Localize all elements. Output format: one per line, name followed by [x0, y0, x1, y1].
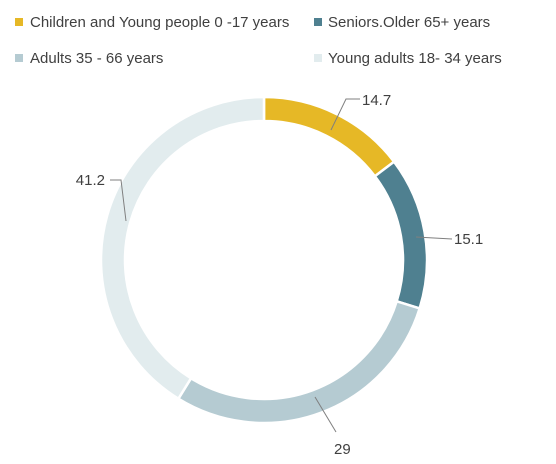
data-label-seniors: 15.1: [454, 231, 483, 248]
legend-item-adults: Adults 35 - 66 years: [15, 50, 163, 67]
leader-line-children: [330, 98, 360, 131]
legend-swatch-children: [15, 18, 23, 26]
legend-item-seniors: Seniors.Older 65+ years: [314, 14, 490, 31]
slice-seniors: [373, 160, 429, 310]
leader-lines: [110, 98, 453, 433]
slice-adults: [177, 300, 421, 425]
legend-swatch-adults: [15, 54, 23, 62]
slice-young-adults: [99, 95, 266, 400]
legend-label-seniors: Seniors.Older 65+ years: [328, 14, 490, 31]
data-label-young-adults: 41.2: [76, 172, 105, 189]
leader-line-adults: [314, 396, 337, 433]
legend-label-young-adults: Young adults 18- 34 years: [328, 50, 502, 67]
legend-item-young-adults: Young adults 18- 34 years: [314, 50, 502, 67]
legend-label-adults: Adults 35 - 66 years: [30, 50, 163, 67]
legend-swatch-seniors: [314, 18, 322, 26]
leader-line-young-adults: [110, 179, 127, 222]
data-label-children: 14.7: [362, 92, 391, 109]
donut-slices: [99, 95, 429, 425]
legend-item-children: Children and Young people 0 -17 years: [15, 14, 289, 31]
legend-label-children: Children and Young people 0 -17 years: [30, 14, 289, 31]
legend-swatch-young-adults: [314, 54, 322, 62]
data-label-adults: 29: [334, 441, 351, 458]
data-labels: 14.7 15.1 29 41.2: [76, 92, 483, 458]
leader-line-seniors: [415, 236, 453, 240]
chart-legend: Children and Young people 0 -17 years Se…: [15, 14, 502, 67]
